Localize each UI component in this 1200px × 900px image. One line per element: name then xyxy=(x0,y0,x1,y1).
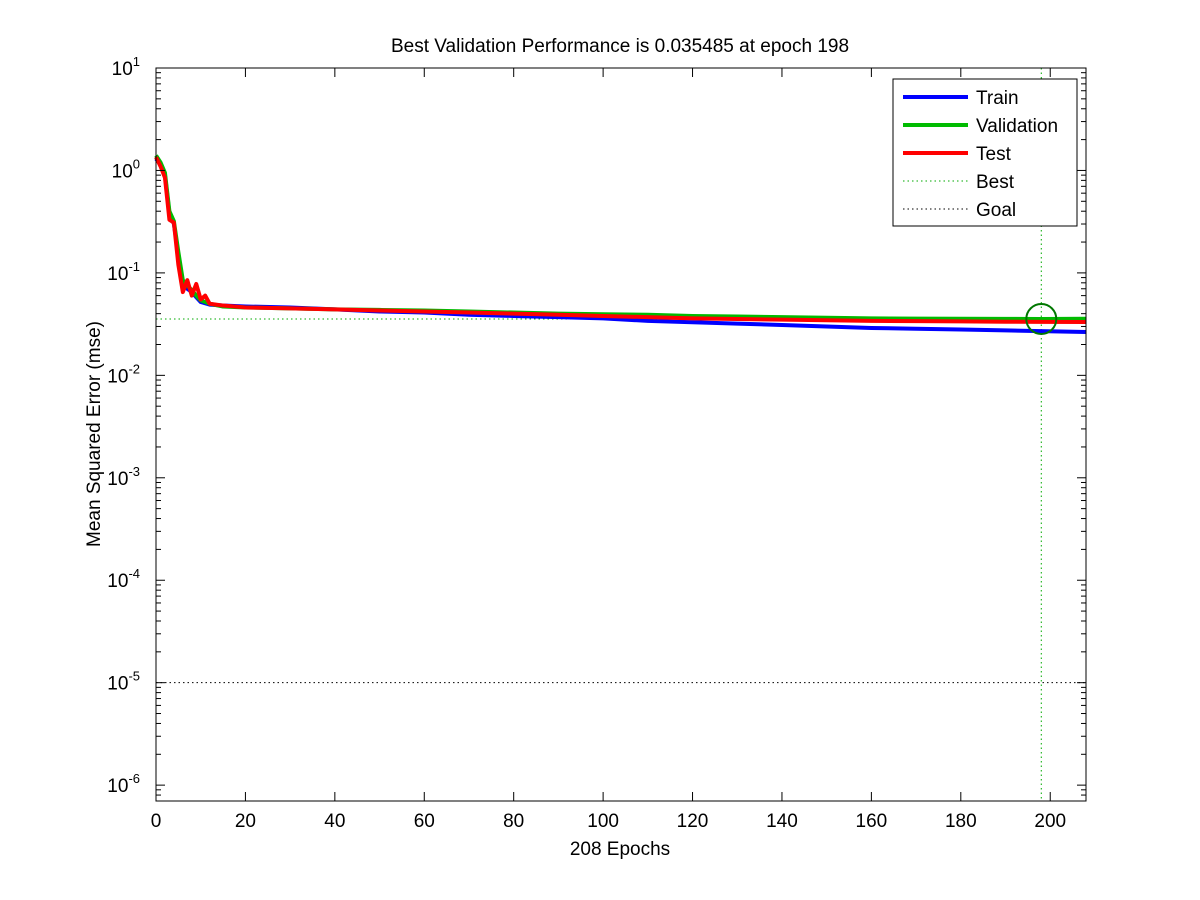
y-axis-label: Mean Squared Error (mse) xyxy=(84,321,105,547)
y-tick-label-base: 10 xyxy=(107,674,128,695)
x-axis-label: 208 Epochs xyxy=(570,839,670,860)
axes-box xyxy=(155,67,1087,802)
x-tick-label: 140 xyxy=(766,811,798,832)
legend: Train Validation Test Best Goal xyxy=(892,78,1078,227)
legend-label-train: Train xyxy=(976,88,1019,109)
axis-ticks xyxy=(155,67,1086,802)
y-tick-label: 10-5 xyxy=(107,669,140,695)
x-tick-label: 60 xyxy=(414,811,435,832)
series-line-test xyxy=(154,156,1087,324)
y-tick-label-exponent: 1 xyxy=(133,54,140,69)
y-tick-label-exponent: -3 xyxy=(128,464,140,479)
y-tick-label-base: 10 xyxy=(107,264,128,285)
y-tick-label-exponent: -4 xyxy=(128,566,140,581)
x-tick-labels: 0 20 40 60 80 100 120 140 160 180 200 xyxy=(151,811,1066,832)
y-tick-label: 10-1 xyxy=(107,259,140,285)
y-tick-label-exponent: -2 xyxy=(128,361,140,376)
x-tick-label: 160 xyxy=(856,811,888,832)
x-tick-label: 0 xyxy=(151,811,162,832)
x-tick-label: 200 xyxy=(1034,811,1066,832)
y-tick-label-base: 10 xyxy=(107,776,128,797)
y-tick-label: 10-3 xyxy=(107,464,140,490)
x-tick-label: 20 xyxy=(235,811,256,832)
y-tick-label-base: 10 xyxy=(107,469,128,490)
x-tick-label: 100 xyxy=(587,811,619,832)
series-lines xyxy=(154,154,1087,334)
y-tick-label: 10-4 xyxy=(107,566,140,592)
legend-items: Train Validation Test Best Goal xyxy=(903,88,1058,221)
chart-title: Best Validation Performance is 0.035485 … xyxy=(391,36,849,57)
legend-label-goal: Goal xyxy=(976,200,1016,221)
y-tick-label-exponent: -1 xyxy=(128,259,140,274)
legend-label-validation: Validation xyxy=(976,116,1058,137)
y-tick-label-exponent: -5 xyxy=(128,669,140,684)
x-tick-label: 40 xyxy=(324,811,345,832)
legend-label-test: Test xyxy=(976,144,1012,165)
y-tick-label-base: 10 xyxy=(112,161,133,182)
best-point-marker xyxy=(1025,302,1058,335)
y-tick-label-exponent: 0 xyxy=(133,156,140,171)
y-tick-label: 100 xyxy=(112,156,140,182)
y-tick-label: 101 xyxy=(112,54,140,80)
y-tick-label-exponent: -6 xyxy=(128,771,140,786)
y-tick-label-base: 10 xyxy=(107,366,128,387)
x-tick-label: 120 xyxy=(677,811,709,832)
legend-label-best: Best xyxy=(976,172,1015,193)
y-tick-label: 10-2 xyxy=(107,361,140,387)
best-marker-layer xyxy=(1025,302,1058,335)
x-tick-label: 80 xyxy=(503,811,524,832)
y-tick-label-base: 10 xyxy=(112,59,133,80)
y-tick-label: 10-6 xyxy=(107,771,140,797)
x-tick-label: 180 xyxy=(945,811,977,832)
y-tick-label-base: 10 xyxy=(107,571,128,592)
